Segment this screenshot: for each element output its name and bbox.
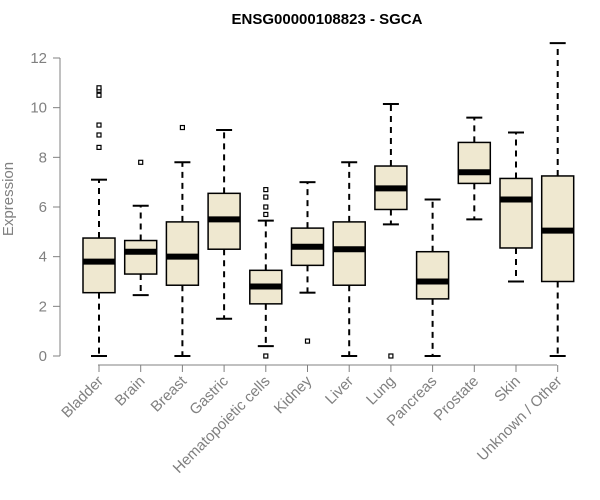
outlier-point	[388, 353, 394, 359]
outlier-point	[138, 159, 144, 165]
boxes-layer	[82, 42, 575, 359]
y-tick-label: 6	[39, 199, 47, 216]
box-pancreas	[415, 198, 450, 357]
chart-title: ENSG00000108823 - SGCA	[232, 11, 423, 28]
y-tick-label: 10	[30, 100, 47, 117]
box-bladder	[82, 85, 116, 357]
iqr-box	[499, 177, 533, 249]
box-skin	[499, 131, 533, 283]
y-axis-ticks: 0 2 4 6 8 10 12	[30, 50, 60, 365]
box-gastric	[207, 129, 241, 320]
outlier-point	[179, 124, 185, 131]
outlier-point	[263, 204, 269, 210]
x-tick-label: Brain	[112, 373, 149, 410]
outlier-point	[263, 353, 269, 359]
box-liver	[332, 161, 366, 357]
outlier-point	[304, 338, 311, 344]
outlier-point	[96, 122, 102, 128]
y-tick-label: 12	[30, 50, 47, 67]
y-tick-label: 2	[39, 298, 47, 315]
outlier-point	[96, 144, 102, 150]
box-breast	[165, 124, 200, 357]
outlier-point	[263, 187, 269, 193]
y-tick-label: 4	[39, 249, 47, 266]
box-lung	[374, 102, 408, 359]
x-tick-label: Prostate	[431, 373, 483, 425]
x-tick-label: Liver	[322, 373, 357, 408]
iqr-box	[82, 237, 116, 294]
iqr-box	[165, 221, 200, 286]
box-brain	[123, 159, 158, 297]
iqr-box	[332, 221, 366, 286]
iqr-box	[457, 141, 492, 185]
box-kidney	[290, 181, 325, 344]
outlier-point	[263, 211, 269, 218]
outlier-point	[263, 194, 269, 200]
x-tick-label: Lung	[363, 373, 399, 409]
x-tick-label: Skin	[491, 373, 524, 406]
outlier-point	[96, 132, 102, 138]
x-tick-label: Breast	[148, 372, 191, 415]
x-tick-label: Kidney	[271, 372, 316, 417]
x-tick-label: Bladder	[58, 373, 107, 422]
outlier-point	[96, 92, 102, 98]
box-prostate	[457, 116, 492, 221]
box-hematopoietic-cells	[249, 187, 283, 359]
y-tick-label: 8	[39, 149, 47, 166]
box-unknown-other	[540, 42, 575, 357]
y-tick-label: 0	[39, 348, 47, 365]
outlier-point	[96, 85, 102, 91]
y-axis-label: Expression	[0, 162, 17, 236]
iqr-box	[415, 250, 450, 300]
iqr-box	[123, 239, 158, 275]
